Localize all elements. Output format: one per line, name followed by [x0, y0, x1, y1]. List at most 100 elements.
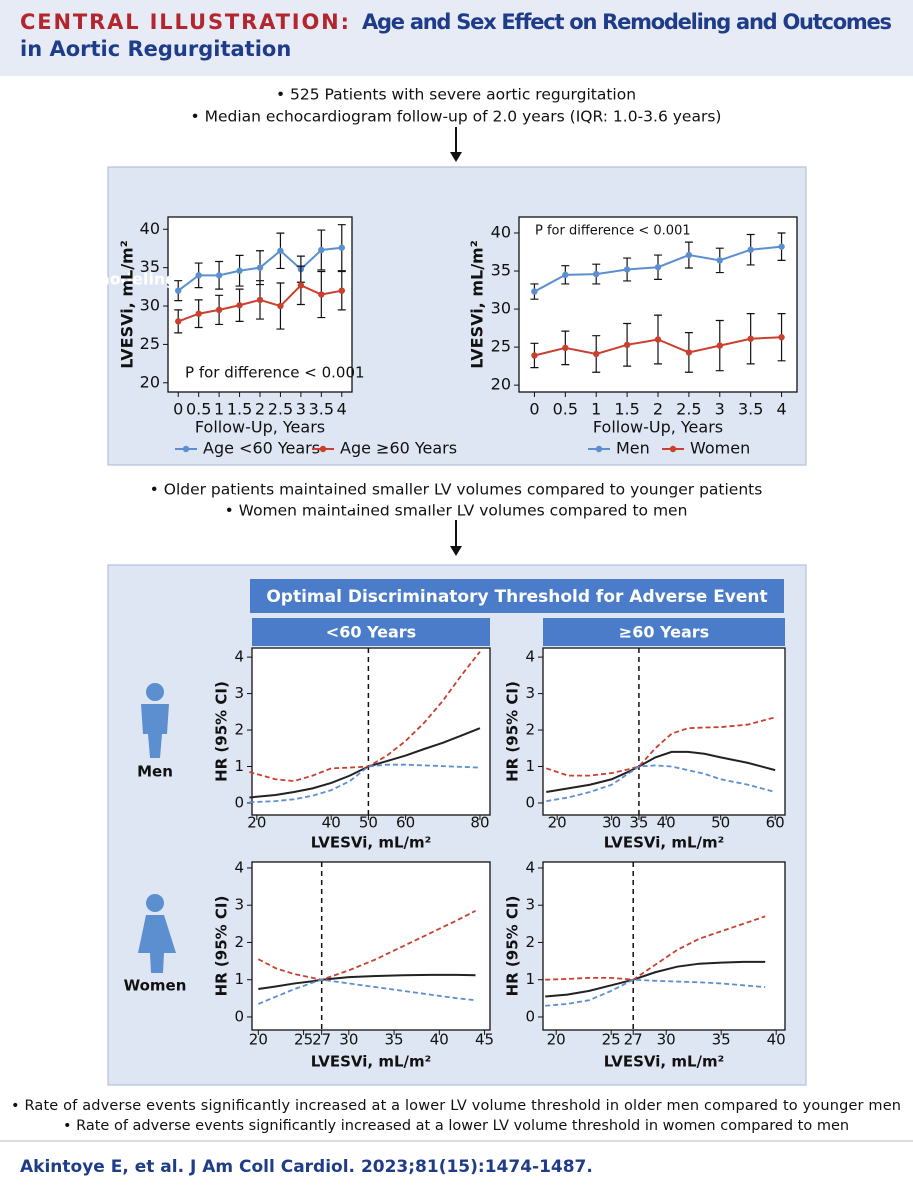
marker	[215, 272, 223, 279]
x-tick-label: 20	[247, 814, 266, 832]
x-tick-label: 40	[322, 814, 341, 832]
x-tick-label: 3.5	[738, 400, 763, 419]
column-header: <60 Years	[326, 623, 416, 642]
finding-bullet: • Women maintained smaller LV volumes co…	[225, 502, 688, 520]
x-tick-label: 3.5	[309, 400, 334, 419]
column-header-bg	[543, 618, 785, 646]
x-tick-label: 80	[470, 814, 489, 832]
y-axis-label: HR (95% CI)	[504, 681, 522, 782]
header-title: Age and Sex Effect on Remodeling and Out…	[362, 10, 892, 34]
y-tick-label: 2	[525, 721, 535, 739]
conclusion-bullet: • Rate of adverse events significantly i…	[11, 1098, 901, 1114]
x-tick-label: 20	[249, 1031, 268, 1049]
marker	[716, 257, 723, 264]
x-tick-label: 27	[624, 1031, 643, 1049]
y-axis-label: HR (95% CI)	[504, 896, 522, 997]
y-tick-label: 0	[234, 1007, 244, 1025]
series-line	[546, 750, 776, 794]
x-tick-label: 27	[312, 1031, 331, 1049]
legend-marker	[595, 445, 603, 453]
legend-label: Women	[690, 439, 750, 458]
column-header: ≥60 Years	[619, 623, 709, 642]
y-tick-label: 3	[234, 684, 244, 702]
x-axis-label: LVESVi, mL/m²	[311, 1053, 431, 1071]
plot-area	[542, 861, 786, 1031]
x-tick-label: 2.5	[676, 400, 701, 419]
x-tick-label: 1	[591, 400, 601, 419]
citation: Akintoye E, et al. J Am Coll Cardiol. 20…	[20, 1157, 593, 1177]
header-label: CENTRAL ILLUSTRATION:	[20, 10, 350, 34]
chart-title: LV Remodeling Varies by Sex	[223, 491, 484, 510]
intro-bullet: • Median echocardiogram follow-up of 2.0…	[191, 108, 722, 126]
x-tick-label: 35	[712, 1031, 731, 1049]
row-label: Women	[124, 977, 187, 995]
y-tick-label: 30	[491, 299, 511, 318]
arrow-head	[450, 546, 462, 556]
marker	[716, 342, 723, 349]
x-tick-label: 3	[296, 400, 306, 419]
marker	[654, 264, 662, 271]
marker	[747, 335, 754, 342]
marker	[562, 344, 569, 352]
x-axis-label: Follow-Up, Years	[195, 418, 325, 437]
series-line	[545, 978, 766, 1007]
x-tick-label: 50	[359, 814, 378, 832]
y-tick-label: 20	[140, 372, 160, 391]
x-tick-label: 0	[529, 400, 539, 419]
marker	[562, 271, 569, 279]
series-line	[257, 978, 476, 1005]
conclusion-bullet: • Rate of adverse events significantly i…	[63, 1118, 849, 1134]
marker	[215, 306, 223, 314]
marker	[175, 287, 182, 294]
x-tick-label: 50	[711, 814, 730, 832]
legend-marker	[182, 445, 190, 453]
x-tick-label: 2.5	[268, 400, 293, 419]
legend-label: Age <60 Years	[203, 439, 320, 458]
x-tick-label: 1	[214, 400, 224, 419]
marker	[778, 334, 785, 341]
series-line	[258, 973, 476, 991]
x-axis-label: LVESVi, mL/m²	[604, 834, 724, 852]
marker	[277, 247, 284, 254]
marker	[623, 341, 631, 349]
marker	[778, 243, 785, 250]
x-tick-label: 45	[475, 1031, 494, 1049]
x-tick-label: 25	[602, 1031, 621, 1049]
marker	[593, 270, 600, 278]
marker	[318, 246, 325, 254]
y-tick-label: 25	[140, 334, 160, 353]
section-banner	[250, 579, 784, 613]
y-tick-label: 1	[234, 757, 244, 775]
marker	[593, 350, 600, 358]
marker	[277, 302, 284, 310]
y-tick-label: 4	[234, 858, 244, 876]
x-tick-label: 40	[430, 1031, 449, 1049]
y-tick-label: 2	[525, 933, 535, 951]
series-line	[545, 915, 766, 981]
x-tick-label: 35	[385, 1031, 404, 1049]
marker	[318, 291, 325, 298]
legend-label: Men	[616, 439, 650, 458]
chart-title: LV Remodeling Varies by Age	[44, 270, 306, 289]
series-line	[545, 960, 766, 998]
x-tick-label: 20	[548, 814, 567, 832]
y-axis-label: LVESVi, mL/m²	[118, 240, 137, 368]
legend-marker	[319, 445, 327, 453]
legend-marker	[669, 445, 677, 453]
y-tick-label: 1	[525, 970, 535, 988]
y-tick-label: 1	[234, 970, 244, 988]
y-tick-label: 4	[525, 858, 535, 876]
marker	[256, 264, 264, 271]
arrow-head	[450, 152, 462, 162]
y-tick-label: 35	[491, 261, 511, 280]
y-tick-label: 3	[234, 896, 244, 914]
y-tick-label: 0	[234, 793, 244, 811]
section-title: Optimal Discriminatory Threshold for Adv…	[266, 587, 767, 607]
x-tick-label: 2	[653, 400, 663, 419]
x-tick-label: 35	[629, 814, 648, 832]
y-tick-label: 25	[491, 337, 511, 356]
x-axis-label: Follow-Up, Years	[593, 418, 723, 437]
row-label: Men	[137, 763, 173, 781]
marker	[531, 352, 538, 359]
